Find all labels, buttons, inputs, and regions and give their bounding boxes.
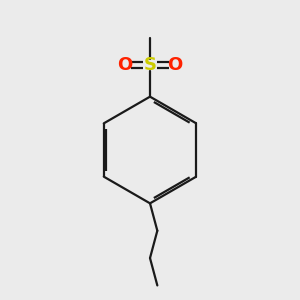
Text: O: O — [117, 56, 133, 74]
Text: S: S — [143, 56, 157, 74]
Text: O: O — [167, 56, 183, 74]
